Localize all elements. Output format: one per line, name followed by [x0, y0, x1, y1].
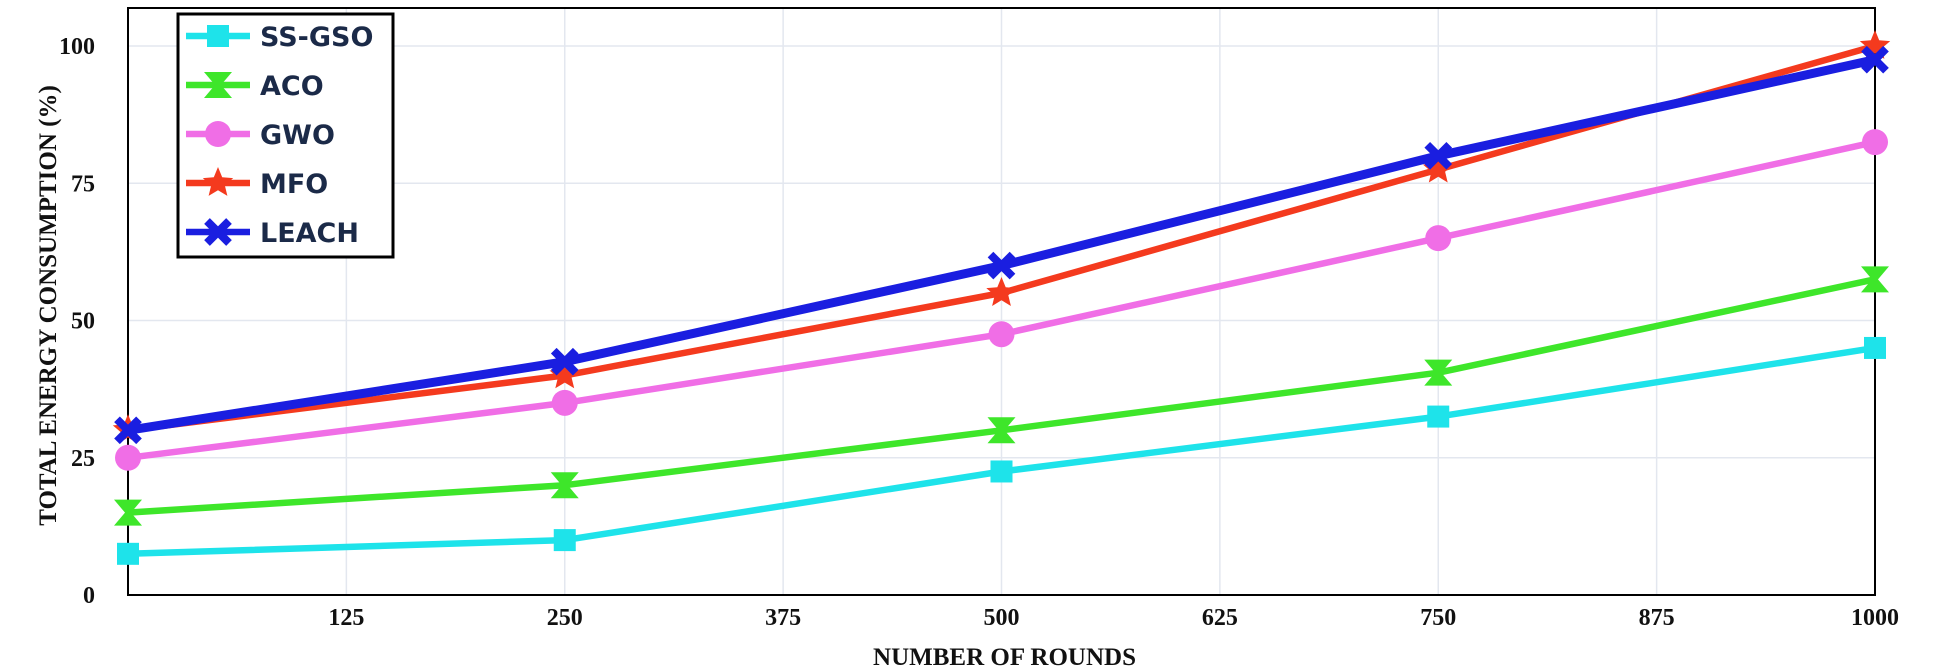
- x-tick-label: 750: [1420, 605, 1456, 631]
- y-tick-label: 25: [71, 446, 95, 472]
- data-point: [986, 277, 1017, 306]
- data-point: [988, 321, 1015, 348]
- data-point: [550, 472, 579, 499]
- data-point: [1424, 141, 1453, 170]
- y-axis-title: TOTAL ENERGY CONSUMPTION (%): [35, 85, 62, 526]
- legend: SS-GSO ACO GWO MFO LEACH: [176, 12, 395, 259]
- data-point: [117, 542, 139, 565]
- data-point: [553, 529, 576, 552]
- data-point: [114, 416, 142, 445]
- y-axis-ticks: 0 25 50 75 100: [59, 34, 95, 609]
- data-point: [1423, 153, 1454, 183]
- data-point: [549, 359, 580, 389]
- data-point: [1427, 405, 1450, 428]
- data-point: [1861, 45, 1889, 74]
- legend-label: LEACH: [260, 218, 359, 249]
- legend-label: GWO: [260, 120, 335, 151]
- x-tick-label: 375: [765, 605, 801, 631]
- data-point: [990, 460, 1013, 483]
- legend-marker: [205, 121, 231, 147]
- legend-item: SS-GSO: [186, 22, 373, 53]
- series-aco: [114, 266, 1889, 526]
- x-axis-ticks: 125 250 375 500 625 750 875 1000: [328, 605, 1899, 631]
- y-tick-label: 50: [71, 309, 95, 335]
- x-tick-label: 125: [328, 605, 364, 631]
- legend-label: MFO: [260, 169, 328, 200]
- data-point: [115, 444, 141, 471]
- data-point: [1424, 359, 1453, 386]
- x-tick-label: 500: [984, 605, 1020, 631]
- series-gwo: [115, 129, 1888, 471]
- x-tick-label: 875: [1639, 605, 1675, 631]
- plot-area-frame: [127, 7, 1876, 596]
- series-ss-gso: [117, 336, 1886, 565]
- x-tick-label: 250: [547, 605, 583, 631]
- legend-marker: [204, 72, 232, 98]
- y-tick-label: 75: [71, 171, 95, 197]
- data-point: [551, 389, 578, 416]
- x-tick-label: 1000: [1851, 605, 1899, 631]
- legend-marker: [204, 218, 232, 246]
- data-point: [987, 251, 1016, 280]
- legend-item: ACO: [186, 71, 324, 102]
- legend-label: ACO: [260, 71, 324, 102]
- legend-item: LEACH: [186, 218, 359, 249]
- data-point: [1864, 336, 1886, 359]
- series-leach: [114, 45, 1889, 445]
- legend-marker: [202, 167, 234, 196]
- legend-label: SS-GSO: [260, 22, 373, 53]
- legend-item: GWO: [186, 120, 335, 151]
- legend-item: MFO: [186, 167, 328, 200]
- y-tick-label: 0: [83, 583, 95, 609]
- data-point: [114, 499, 142, 526]
- x-axis-title: NUMBER OF ROUNDS: [873, 644, 1136, 669]
- y-tick-label: 100: [59, 34, 95, 60]
- data-point: [1861, 266, 1889, 293]
- x-tick-label: 625: [1202, 605, 1238, 631]
- data-point: [550, 347, 579, 376]
- data-point: [1862, 129, 1888, 156]
- data-point: [987, 417, 1016, 444]
- series-group: [112, 30, 1891, 565]
- legend-marker: [207, 25, 229, 47]
- data-point: [1425, 225, 1452, 252]
